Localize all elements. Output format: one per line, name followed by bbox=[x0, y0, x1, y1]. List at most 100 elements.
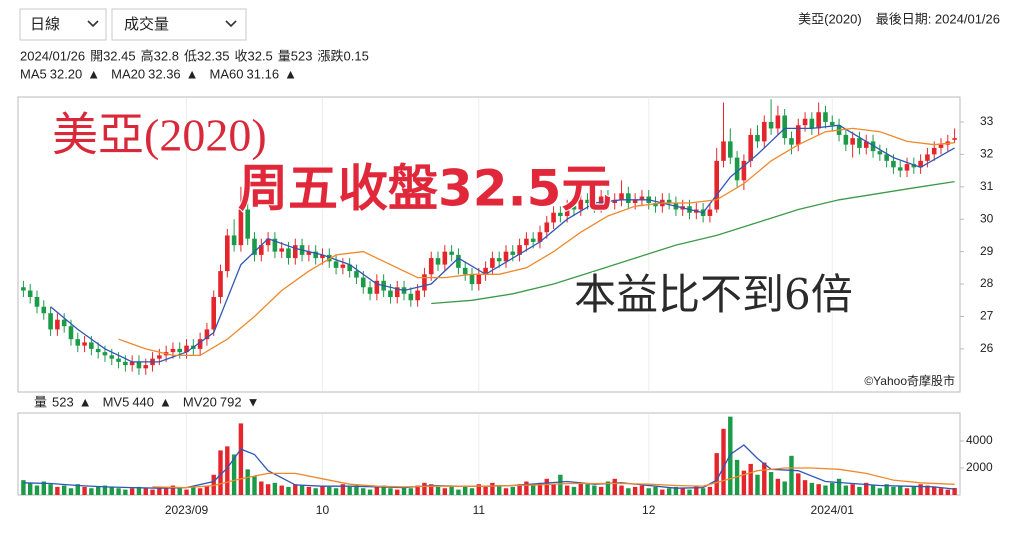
volume-bar bbox=[449, 485, 454, 495]
candle-body bbox=[313, 251, 318, 259]
candle-body bbox=[170, 348, 176, 353]
candle-body bbox=[55, 319, 60, 330]
indicator-select[interactable] bbox=[111, 8, 247, 41]
candle-body bbox=[925, 154, 930, 161]
candle-body bbox=[612, 199, 618, 204]
volume-bar bbox=[870, 485, 876, 495]
volume-bar bbox=[170, 485, 176, 495]
candle-body bbox=[245, 209, 251, 239]
candle-body bbox=[394, 287, 400, 298]
legend-name: MA60 bbox=[210, 66, 244, 81]
volume-bar bbox=[544, 478, 549, 495]
volume-bar bbox=[191, 486, 196, 495]
volume-bar bbox=[313, 488, 318, 495]
candle-body bbox=[809, 118, 815, 129]
volume-bar bbox=[381, 485, 386, 495]
volume-bar bbox=[551, 484, 556, 495]
candle-body bbox=[761, 121, 767, 142]
volume-bar bbox=[286, 486, 291, 495]
candle-body bbox=[496, 258, 502, 262]
volume-bar bbox=[82, 486, 87, 495]
candle-body bbox=[530, 238, 536, 242]
volume-bar bbox=[646, 488, 651, 495]
candle-body bbox=[422, 274, 427, 291]
info-item: 收32.5 bbox=[234, 48, 272, 63]
volume-bar bbox=[48, 484, 53, 495]
volume-bar bbox=[259, 481, 264, 495]
y-tick-label: 28 bbox=[980, 276, 994, 290]
candle-body bbox=[707, 209, 713, 216]
volume-bar bbox=[714, 453, 719, 495]
candle-body bbox=[456, 254, 461, 268]
volume-bar bbox=[354, 485, 359, 495]
y-tick-label: 29 bbox=[980, 244, 994, 258]
volume-bar bbox=[925, 485, 930, 495]
candle-body bbox=[204, 329, 210, 340]
volume-bar bbox=[136, 486, 142, 495]
stock-name: 美亞(2020) bbox=[798, 11, 862, 26]
volume-bar bbox=[660, 489, 665, 495]
candle-body bbox=[775, 115, 781, 129]
candle-body bbox=[653, 203, 658, 207]
candle-body bbox=[524, 238, 529, 246]
candle-body bbox=[27, 290, 33, 298]
volume-bar bbox=[367, 489, 373, 495]
volume-bar bbox=[27, 482, 33, 495]
candle-body bbox=[870, 141, 876, 152]
candle-body bbox=[503, 251, 509, 262]
candle-body bbox=[850, 138, 855, 145]
legend-value: 792 bbox=[220, 394, 242, 409]
x-tick-label: 11 bbox=[473, 503, 486, 517]
ma-line bbox=[431, 180, 955, 305]
candle-body bbox=[292, 245, 298, 259]
volume-bar bbox=[612, 478, 617, 495]
annotation: 周五收盤32.5元 bbox=[238, 160, 611, 218]
volume-bar bbox=[299, 485, 305, 495]
volume-bar bbox=[598, 486, 604, 495]
volume-bar bbox=[680, 488, 685, 495]
volume-bar bbox=[517, 484, 522, 495]
y-tick-label: 27 bbox=[980, 309, 994, 323]
volume-bar bbox=[904, 488, 910, 495]
info-item: 量523 bbox=[278, 48, 313, 63]
info-item: 高32.8 bbox=[141, 48, 179, 63]
candle-body bbox=[354, 271, 359, 278]
legend-value: 32.36 bbox=[148, 66, 181, 81]
volume-bar bbox=[836, 478, 842, 495]
x-tick-label: 2023/09 bbox=[165, 503, 209, 517]
candle-body bbox=[863, 141, 869, 148]
period-select-label[interactable]: 日線 bbox=[30, 16, 60, 33]
volume-bar bbox=[225, 446, 230, 495]
candle-body bbox=[843, 134, 849, 145]
chevron bbox=[87, 20, 99, 28]
candle-body bbox=[904, 164, 910, 171]
volume-bar bbox=[157, 486, 162, 495]
indicator-select-label[interactable]: 成交量 bbox=[124, 15, 169, 33]
candle-body bbox=[258, 245, 264, 255]
volume-bar bbox=[619, 485, 624, 495]
volume-bar bbox=[435, 486, 441, 495]
info-item: 2024/01/26 bbox=[20, 48, 85, 63]
candle-body bbox=[938, 144, 944, 148]
volume-bar bbox=[272, 482, 278, 495]
candle-body bbox=[238, 209, 244, 246]
candle-body bbox=[197, 339, 203, 349]
volume-bar bbox=[102, 485, 108, 495]
candle-body bbox=[592, 203, 597, 207]
x-tick-label: 2024/01 bbox=[811, 503, 855, 517]
candle-body bbox=[41, 306, 47, 314]
volume-bar bbox=[279, 485, 284, 495]
legend-mark: ▼ bbox=[247, 394, 260, 409]
candle-body bbox=[462, 267, 468, 275]
volume-bar bbox=[816, 484, 821, 495]
volume-bar bbox=[476, 484, 482, 495]
volume-bar bbox=[938, 488, 944, 495]
candle-body bbox=[931, 147, 937, 155]
ma-line bbox=[50, 124, 955, 363]
info-item: 漲跌0.15 bbox=[318, 48, 369, 63]
volume-bar bbox=[762, 462, 767, 495]
candle-body bbox=[123, 361, 128, 366]
legend-mark: ▲ bbox=[186, 66, 199, 81]
candle-body bbox=[727, 141, 733, 158]
candle-body bbox=[61, 319, 67, 327]
